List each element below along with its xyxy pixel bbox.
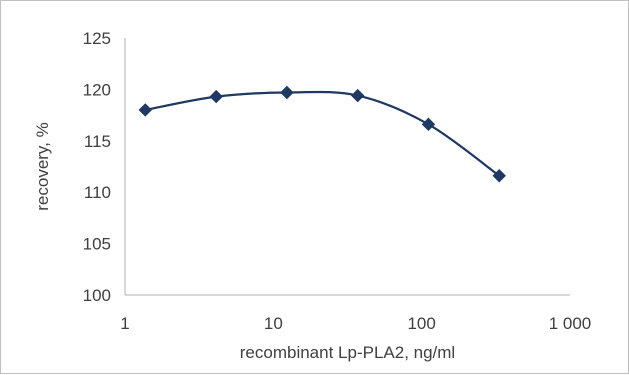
y-tick-label: 100	[83, 286, 111, 305]
series-group	[145, 90, 500, 177]
x-tick-labels: 1 10 100 1 000	[120, 314, 591, 333]
series-line	[145, 90, 500, 177]
x-tick-label: 100	[407, 314, 435, 333]
data-point	[138, 103, 152, 117]
x-tick-label: 1 000	[549, 314, 592, 333]
data-point	[421, 117, 436, 132]
data-point	[209, 89, 223, 104]
x-tick-label: 10	[264, 314, 283, 333]
data-point	[492, 169, 506, 183]
y-axis-title: recovery, %	[33, 122, 52, 211]
axes	[124, 38, 570, 296]
y-tick-label: 105	[83, 235, 111, 254]
data-point	[350, 88, 365, 103]
data-point-markers	[138, 85, 506, 183]
data-point	[280, 85, 294, 100]
x-axis-title: recombinant Lp-PLA2, ng/ml	[240, 343, 455, 362]
y-tick-label: 120	[83, 80, 111, 99]
y-tick-label: 115	[84, 132, 111, 151]
y-tick-label: 110	[84, 183, 111, 202]
y-tick-labels: 100 105 110 115 120 125	[83, 29, 111, 305]
y-tick-label: 125	[83, 29, 111, 48]
x-tick-label: 1	[120, 314, 129, 333]
